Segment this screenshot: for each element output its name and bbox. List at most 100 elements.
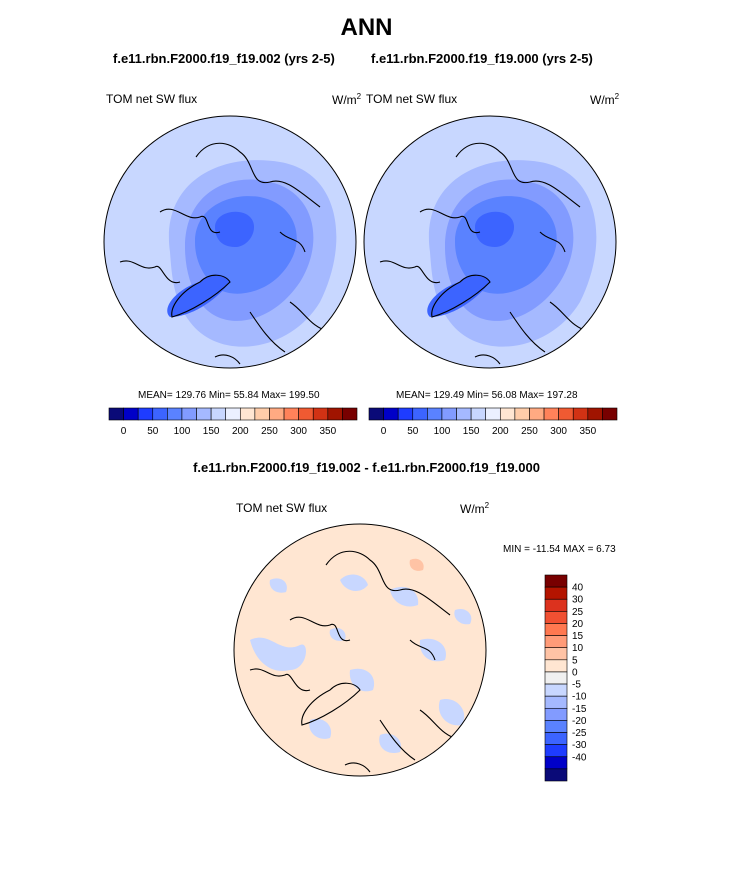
difference-colorbar-box (544, 720, 568, 733)
panel-1-colorbar-box (342, 407, 358, 421)
difference-colorbar-box (544, 695, 568, 709)
difference-colorbar-tick-label: -20 (572, 716, 587, 727)
difference-colorbar-tick-label: -40 (572, 752, 587, 763)
panel-2-colorbar-box (587, 407, 603, 421)
panel-1-colorbar-box (137, 407, 154, 421)
panel-1-colorbar-box (283, 407, 299, 421)
panel-2-colorbar-box (602, 407, 618, 421)
panel-2-colorbar-box (383, 407, 399, 421)
panel-2-colorbar-tick-label: 50 (407, 426, 419, 437)
panel-1-colorbar-tick-label: 0 (121, 426, 127, 437)
difference-colorbar-tick-label: 20 (572, 619, 584, 630)
panel-2-colorbar-box (572, 407, 589, 421)
panel-2-colorbar-tick-label: 0 (381, 426, 387, 437)
panel-1-colorbar-box (254, 407, 270, 421)
panel-2-variable-label: TOM net SW flux (366, 92, 458, 106)
panel-1-variable-label: TOM net SW flux (106, 92, 198, 106)
diff-variable-label: TOM net SW flux (236, 501, 328, 515)
panel-1-colorbar-box (123, 407, 139, 421)
panel-2-stats: MEAN= 129.49 Min= 56.08 Max= 197.28 (396, 390, 578, 401)
panel-1-colorbar-box (327, 407, 343, 421)
difference-colorbar-tick-label: -25 (572, 728, 587, 739)
difference-colorbar-box (544, 683, 568, 697)
panel-1-colorbar-tick-label: 150 (203, 426, 220, 437)
panel-2-colorbar: 0 50 100 150 200 250 300 350 (368, 407, 618, 437)
panel-2-colorbar-box (397, 407, 414, 421)
panel-2-colorbar-box (558, 407, 574, 421)
panel-1-colorbar-box (152, 407, 168, 421)
panel-1-units-label: W/m2 (332, 92, 362, 107)
panel-2-colorbar-tick-label: 350 (579, 426, 596, 437)
panel-1-colorbar-box (108, 407, 124, 421)
panel-1-case-title: f.e11.rbn.F2000.f19_f19.002 (yrs 2-5) (113, 51, 335, 66)
panel-2-colorbar-box (470, 407, 487, 421)
panel-2-colorbar-tick-label: 250 (521, 426, 538, 437)
difference-colorbar-tick-label: 5 (572, 655, 578, 666)
panel-1-colorbar-box (239, 407, 256, 421)
panel-1-stats: MEAN= 129.76 Min= 55.84 Max= 199.50 (138, 390, 320, 401)
difference-colorbar-tick-label: 10 (572, 643, 584, 654)
difference-colorbar-box (544, 647, 568, 661)
panel-1-polar-map (103, 115, 357, 369)
panel-1-colorbar-tick-label: 100 (174, 426, 191, 437)
difference-colorbar-box (544, 574, 568, 588)
diff-units-label: W/m2 (460, 501, 490, 516)
difference-colorbar-tick-label: -5 (572, 680, 581, 691)
panel-2-units-label: W/m2 (590, 92, 620, 107)
panel-2-colorbar-box (427, 407, 443, 421)
page-title: ANN (340, 14, 393, 41)
difference-colorbar-box (544, 623, 568, 636)
difference-colorbar-box (544, 671, 568, 685)
difference-colorbar-box (544, 611, 568, 624)
panel-2-colorbar-box (543, 407, 559, 421)
difference-colorbar-tick-label: -10 (572, 692, 587, 703)
panel-2-colorbar-box (514, 407, 530, 421)
difference-colorbar-tick-label: -15 (572, 704, 587, 715)
difference-colorbar-box (544, 586, 568, 600)
difference-colorbar-tick-label: 15 (572, 631, 584, 642)
difference-colorbar-tick-label: 30 (572, 595, 584, 606)
difference-colorbar-box (544, 707, 568, 721)
panel-2-colorbar-tick-label: 100 (434, 426, 451, 437)
panel-1-colorbar-tick-label: 300 (290, 426, 307, 437)
panel-1-colorbar-tick-label: 350 (319, 426, 336, 437)
panel-1-colorbar-box (269, 407, 285, 421)
panel-1-colorbar-tick-label: 250 (261, 426, 278, 437)
difference-colorbar-box (544, 768, 568, 782)
difference-polar-map (233, 523, 487, 777)
difference-colorbar-tick-label: 0 (572, 667, 578, 678)
panel-2-colorbar-tick-label: 200 (492, 426, 509, 437)
panel-1-colorbar-tick-label: 50 (147, 426, 159, 437)
difference-colorbar-tick-label: 40 (572, 583, 584, 594)
difference-colorbar-tick-label: -30 (572, 740, 587, 751)
panel-2-case-title: f.e11.rbn.F2000.f19_f19.000 (yrs 2-5) (371, 51, 593, 66)
difference-colorbar-box (544, 598, 568, 612)
panel-2-polar-map (363, 115, 617, 369)
diff-stats: MIN = -11.54 MAX = 6.73 (503, 544, 616, 555)
difference-colorbar-box (544, 732, 568, 745)
panel-1-colorbar-box (167, 407, 183, 421)
difference-colorbar-box (544, 635, 568, 649)
panel-1-colorbar-box (298, 407, 314, 421)
panel-2-colorbar-box (441, 407, 457, 421)
panel-2-colorbar-box (485, 407, 501, 421)
panel-2-colorbar-box (456, 407, 472, 421)
panel-2-colorbar-box (412, 407, 428, 421)
panel-2-colorbar-box (529, 407, 545, 421)
difference-colorbar-tick-label: 25 (572, 607, 584, 618)
panel-1-colorbar-box (312, 407, 329, 421)
panel-1-colorbar-box (181, 407, 197, 421)
panel-2-colorbar-box (368, 407, 384, 421)
difference-title: f.e11.rbn.F2000.f19_f19.002 - f.e11.rbn.… (193, 460, 540, 475)
panel-2-colorbar-tick-label: 150 (463, 426, 480, 437)
panel-2-colorbar-tick-label: 300 (550, 426, 567, 437)
panel-1-colorbar-box (210, 407, 227, 421)
panel-1-colorbar: 0 50 100 150 200 250 300 350 (108, 407, 358, 437)
panel-2-colorbar-box (499, 407, 516, 421)
panel-1-colorbar-box (225, 407, 241, 421)
panel-1-colorbar-tick-label: 200 (232, 426, 249, 437)
difference-colorbar-box (544, 744, 568, 758)
difference-colorbar-box (544, 756, 568, 770)
difference-colorbar-box (544, 659, 568, 673)
